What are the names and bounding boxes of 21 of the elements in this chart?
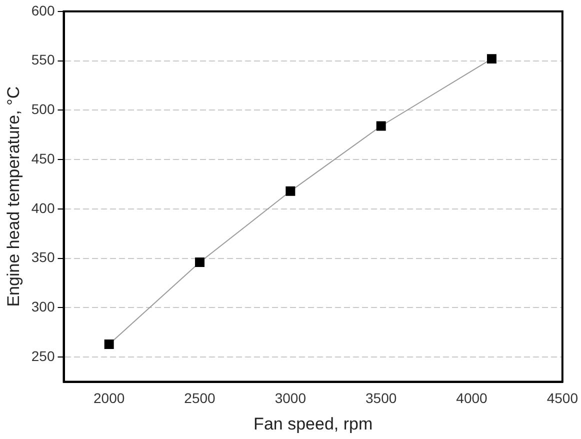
x-tick-label: 4500 bbox=[546, 390, 578, 406]
y-tick-label: 600 bbox=[31, 2, 55, 18]
point bbox=[195, 258, 204, 268]
point bbox=[376, 121, 386, 131]
x-tick-label: 2500 bbox=[184, 390, 216, 406]
y-tick-label: 500 bbox=[31, 101, 55, 118]
y-tick-label: 550 bbox=[31, 52, 55, 68]
y-tick-label: 300 bbox=[31, 298, 55, 315]
point bbox=[286, 186, 296, 196]
y-tick-label: 450 bbox=[31, 150, 55, 166]
y-tick-label: 250 bbox=[31, 348, 55, 364]
x-tick-label: 3500 bbox=[366, 390, 397, 406]
x-tick-label: 3000 bbox=[274, 390, 306, 406]
y-axis-title: Engine head temperature, °C bbox=[4, 86, 23, 307]
point bbox=[486, 54, 496, 64]
point bbox=[104, 340, 114, 350]
x-axis-title: Fan speed, rpm bbox=[254, 414, 373, 434]
y-tick-label: 350 bbox=[31, 249, 55, 266]
x-tick-label: 2000 bbox=[94, 390, 125, 406]
y-tick-label: 400 bbox=[31, 200, 55, 216]
x-tick-label: 4000 bbox=[456, 390, 488, 406]
